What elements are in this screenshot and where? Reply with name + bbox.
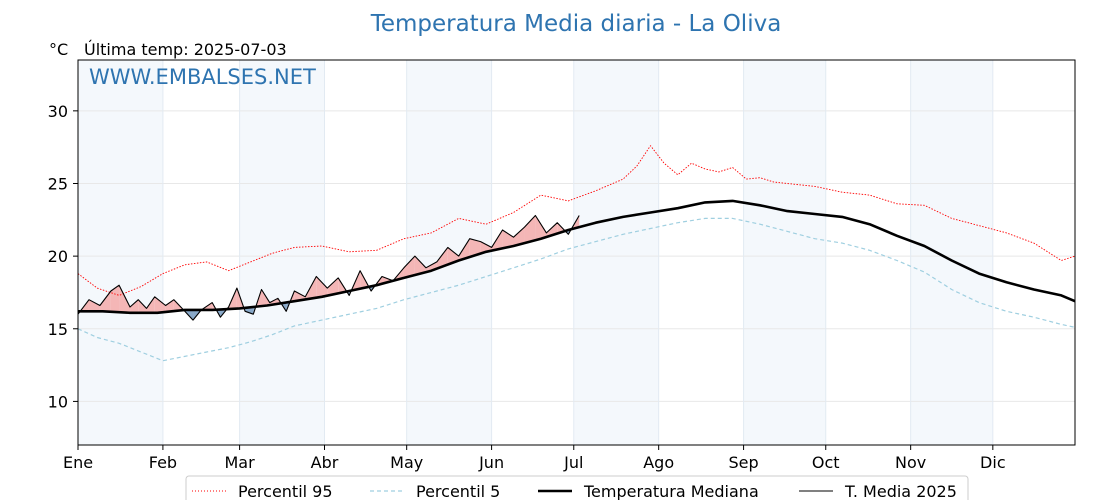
anomaly-fill: [414, 256, 426, 276]
anomaly-fill: [165, 299, 174, 312]
y-tick-label: 20: [48, 247, 68, 266]
line-percentil-95: [77, 145, 1076, 296]
watermark: WWW.EMBALSES.NET: [89, 65, 316, 89]
y-tick-label: 10: [48, 392, 68, 411]
legend-label-median: Temperatura Mediana: [583, 482, 759, 500]
y-tick-label: 25: [48, 174, 68, 193]
x-tick-label: Oct: [812, 453, 840, 472]
legend-label-p5: Percentil 5: [416, 482, 500, 500]
x-tick-label: Mar: [225, 453, 256, 472]
last-temp-label: Última temp: 2025-07-03: [84, 40, 287, 59]
month-band: [239, 60, 325, 445]
x-tick-label: Abr: [311, 453, 339, 472]
x-tick-label: Jun: [478, 453, 504, 472]
anomaly-fill: [99, 291, 111, 312]
anomaly-fill: [88, 299, 100, 312]
legend-label-2025: T. Media 2025: [844, 482, 957, 500]
plot-frame: [77, 59, 1076, 446]
grid-lines: [78, 60, 1075, 445]
anomaly-fill: [316, 276, 328, 298]
anomaly-fill: [327, 277, 339, 296]
anomaly-fill: [425, 261, 437, 273]
month-band: [910, 60, 993, 445]
x-tick-label: May: [390, 453, 423, 472]
anomaly-fill: [119, 285, 131, 313]
month-band: [78, 60, 163, 445]
line-percentil-5: [77, 217, 1076, 362]
x-tick-label: Ago: [643, 453, 674, 472]
x-tick-label: Feb: [149, 453, 177, 472]
anomaly-fill: [130, 299, 139, 313]
x-axis: Ene Feb Mar Abr May Jun Jul Ago Sep Oct Nov Dic: [63, 445, 1006, 472]
anomaly-fill: [535, 215, 547, 241]
legend: Percentil 95 Percentil 5 Temperatura Med…: [185, 475, 969, 500]
anomaly-fill: [436, 247, 448, 269]
month-band: [743, 60, 826, 445]
x-tick-label: Ene: [63, 453, 93, 472]
legend-box: [185, 475, 969, 500]
anomaly-fill: [469, 238, 481, 258]
anomaly-fill: [524, 215, 536, 244]
x-tick-label: Jul: [563, 453, 583, 472]
anomaly-fill: [403, 256, 415, 278]
month-bands: [78, 60, 993, 445]
chart-title: Temperatura Media diaria - La Oliva: [370, 11, 782, 37]
line-t-media-2025: [77, 214, 580, 321]
anomaly-fill: [110, 285, 120, 313]
series-lines: [77, 145, 1076, 362]
anomaly-fill: [146, 296, 155, 313]
legend-label-p95: Percentil 95: [238, 482, 333, 500]
anomaly-fill: [458, 238, 470, 261]
y-tick-label: 30: [48, 102, 68, 121]
anomaly-fill: [154, 296, 166, 313]
anomaly-fill: [513, 227, 525, 246]
x-tick-label: Nov: [895, 453, 926, 472]
x-tick-label: Dic: [980, 453, 1006, 472]
y-axis: 10 15 20 25 30: [48, 102, 78, 411]
unit-label: °C: [49, 40, 68, 59]
anomaly-fill: [138, 299, 147, 313]
month-band: [573, 60, 659, 445]
y-tick-label: 15: [48, 320, 68, 339]
x-tick-label: Sep: [729, 453, 759, 472]
anomaly-fill: [502, 229, 514, 249]
